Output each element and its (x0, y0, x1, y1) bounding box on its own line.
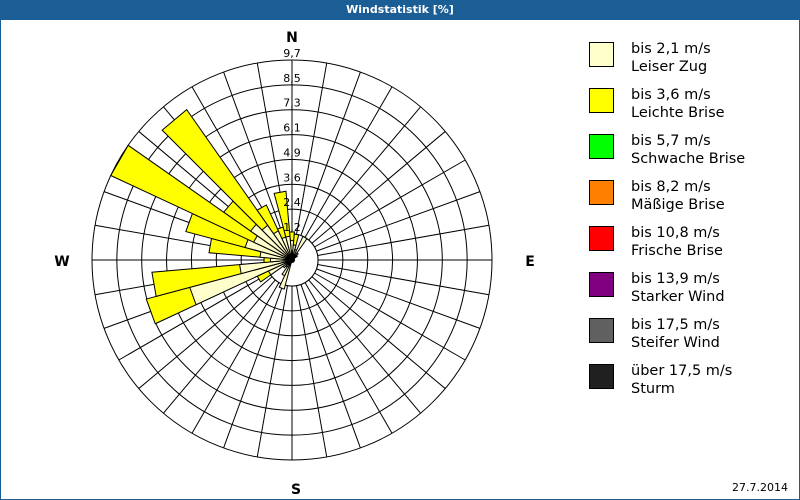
wind-rose-chart: 1,2 2,4 3,6 4,9 6,1 7,3 8,5 9,7N E S W (54, 30, 535, 498)
legend-item: bis 5,7 m/s Schwache Brise (589, 133, 789, 180)
ring-label: 1,2 (283, 221, 301, 234)
legend-swatch (589, 134, 614, 159)
legend-label: bis 2,1 m/s Leiser Zug (631, 41, 711, 75)
legend-swatch (589, 226, 614, 251)
legend-swatch (589, 88, 614, 113)
sector-bis-2-1 (285, 235, 293, 261)
legend-label: bis 3,6 m/s Leichte Brise (631, 87, 725, 121)
ring-label: 2,4 (283, 196, 301, 209)
legend-label: bis 8,2 m/s Mäßige Brise (631, 179, 725, 213)
legend-item: bis 3,6 m/s Leichte Brise (589, 87, 789, 134)
ring-label: 8,5 (283, 72, 301, 85)
ring-label: 7,3 (283, 97, 301, 110)
legend-swatch (589, 318, 614, 343)
legend-item: bis 8,2 m/s Mäßige Brise (589, 179, 789, 226)
compass-e: E (525, 254, 535, 270)
date-label: 27.7.2014 (732, 481, 788, 494)
ring-label: 6,1 (283, 122, 301, 135)
compass-s: S (291, 482, 301, 498)
title-bar: Windstatistik [%] (0, 0, 800, 20)
ring-label: 9,7 (283, 47, 301, 60)
legend-swatch (589, 272, 614, 297)
legend-item: über 17,5 m/s Sturm (589, 363, 789, 410)
legend-label: bis 5,7 m/s Schwache Brise (631, 133, 746, 167)
ring-label: 4,9 (283, 146, 301, 159)
legend-item: bis 17,5 m/s Steifer Wind (589, 317, 789, 364)
legend-label: über 17,5 m/s Sturm (631, 363, 733, 397)
legend-item: bis 2,1 m/s Leiser Zug (589, 41, 789, 88)
legend-label: bis 10,8 m/s Frische Brise (631, 225, 723, 259)
legend-swatch (589, 364, 614, 389)
sector-bis-3-6 (110, 144, 293, 261)
legend-label: bis 13,9 m/s Starker Wind (631, 271, 725, 305)
compass-n: N (286, 30, 298, 46)
legend-item: bis 13,9 m/s Starker Wind (589, 271, 789, 318)
legend-item: bis 10,8 m/s Frische Brise (589, 225, 789, 272)
legend: bis 2,1 m/s Leiser Zug bis 3,6 m/s Leichte … (589, 41, 789, 410)
sector-bis-3-6 (161, 108, 293, 261)
ring-label: 3,6 (283, 171, 301, 184)
legend-swatch (589, 180, 614, 205)
legend-swatch (589, 42, 614, 67)
legend-label: bis 17,5 m/s Steifer Wind (631, 317, 720, 351)
compass-w: W (54, 254, 69, 270)
